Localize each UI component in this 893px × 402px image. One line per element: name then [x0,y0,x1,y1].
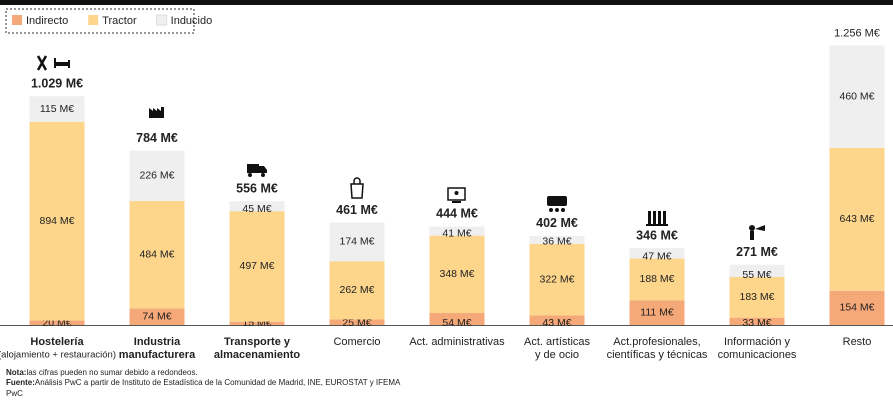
category-label: Información y [724,336,791,348]
category-label: Act. artísticas [524,336,591,348]
value-label: 36 M€ [542,236,571,248]
bar-segment [829,45,885,148]
bar-segment [429,312,485,325]
bar-segment [129,308,185,325]
value-label: 484 M€ [139,249,174,261]
value-label: 183 M€ [739,291,774,303]
category-label: (alojamiento + restauración) [0,350,116,361]
value-label: 460 M€ [839,90,874,102]
legend-swatch [12,15,22,25]
total-label: 1.029 M€ [31,77,83,91]
bar-segment [129,200,185,309]
brand: PwC [6,389,23,398]
category-label: Resto [843,336,872,348]
value-label: 174 M€ [339,236,374,248]
legend-swatch [88,15,99,25]
bar-segment [529,243,585,316]
bar-segment [329,222,385,262]
value-label: 45 M€ [242,203,271,215]
value-label: 25 M€ [342,317,371,329]
bar-segment [129,150,185,201]
value-label: 154 M€ [839,302,874,314]
legend-label: Inducido [171,15,213,27]
value-label: 111 M€ [640,306,674,318]
bar-segment [329,319,385,325]
bar-segment [829,290,885,325]
bar-segment [329,261,385,320]
category-label: Act.profesionales, [613,336,700,348]
value-label: 115 M€ [40,103,74,115]
source: Análisis PwC a partir de Instituto de Es… [35,378,401,387]
bar-segment [629,258,685,301]
category-label: Hostelería [30,336,84,348]
bar-segment [229,211,285,322]
bar-segment [829,147,885,291]
value-label: 33 M€ [742,317,771,329]
icons [36,55,765,240]
bar-segment [429,226,485,236]
total-label: 1.256 M€ [834,28,880,40]
bar-segment [229,321,285,325]
bar-segment [629,248,685,259]
top-border [0,0,893,5]
total-label: 784 M€ [136,131,178,145]
value-label: 894 M€ [39,215,74,227]
total-label: 444 M€ [436,207,478,221]
value-label: 497 M€ [239,260,274,272]
bar-segment [629,300,685,325]
bar-segment [729,264,785,277]
value-label: 322 M€ [539,273,574,285]
total-label: 556 M€ [236,182,278,196]
bar-segment [29,96,85,122]
bar-segment [29,320,85,325]
source-label: Fuente: [6,378,35,387]
bar-segment [229,201,285,212]
legend-label: Indirecto [26,15,68,27]
category-label: Comercio [333,336,380,348]
legend-box [5,8,195,34]
total-label: 461 M€ [336,203,378,217]
bar-segment [29,121,85,321]
legend-label: Tractor [102,15,137,27]
value-label: 226 M€ [139,170,174,182]
total-label: 271 M€ [736,245,778,259]
category-label: y de ocio [535,349,579,361]
bar-segment [429,235,485,313]
value-label: 55 M€ [742,269,771,281]
legend-swatch [156,14,168,26]
value-label: 54 M€ [442,317,471,329]
note-label: Nota: [6,368,26,377]
value-label: 348 M€ [439,268,474,280]
category-label: científicas y técnicas [607,349,708,361]
bar-segment [529,235,585,244]
bar-segment [529,315,585,325]
category-label: Transporte y [224,336,291,348]
value-label: 74 M€ [142,311,171,323]
category-label: almacenamiento [214,349,300,361]
value-label: 41 M€ [442,227,471,239]
category-label: Act. administrativas [409,336,505,348]
value-label: 43 M€ [542,317,571,329]
total-label: 346 M€ [636,228,678,242]
value-label: 188 M€ [639,273,674,285]
bar-segment [729,276,785,318]
value-label: 262 M€ [339,284,374,296]
value-label: 643 M€ [839,213,874,225]
note: las cifras pueden no sumar debido a redo… [26,368,197,377]
value-label: 47 M€ [642,250,671,262]
category-label: Industria [134,336,181,348]
total-label: 402 M€ [536,216,578,230]
category-label: manufacturera [119,349,196,361]
bar-segment [729,317,785,325]
category-label: comunicaciones [718,349,797,361]
